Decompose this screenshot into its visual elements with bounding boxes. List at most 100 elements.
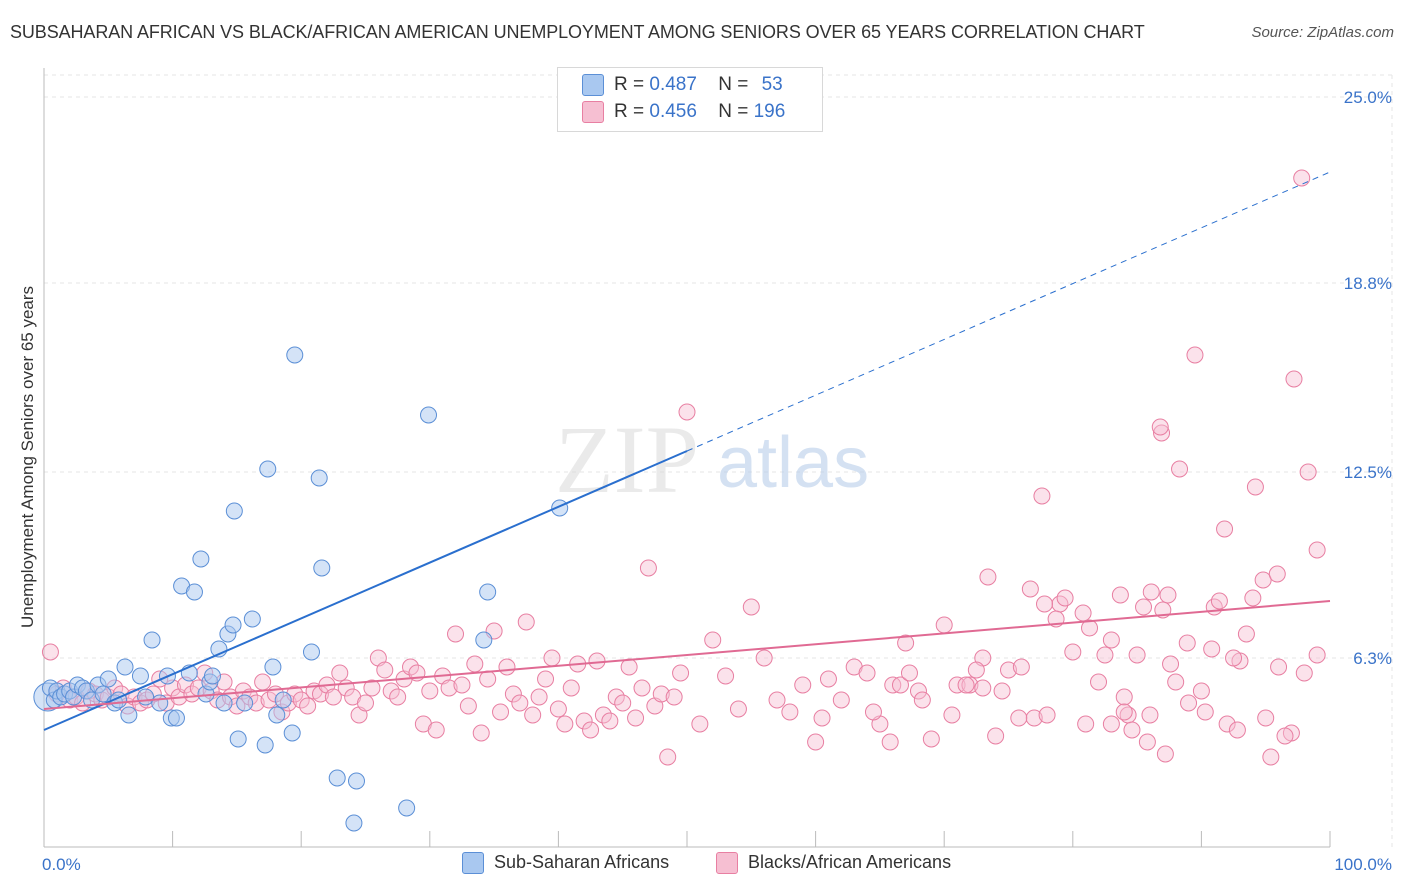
bottom-legend-label-blacks: Blacks/African Americans	[748, 852, 952, 872]
data-point-blacks	[1203, 640, 1221, 658]
data-point-blacks	[1180, 694, 1198, 712]
data-point-blacks	[607, 688, 625, 706]
data-point-blacks	[363, 679, 381, 697]
data-point-blacks	[1102, 631, 1120, 649]
data-point-blacks	[665, 688, 683, 706]
data-point-blacks	[1237, 625, 1255, 643]
data-point-blacks	[389, 688, 407, 706]
data-point-blacks	[913, 691, 931, 709]
data-point-blacks	[1295, 664, 1313, 682]
data-point-subsaharan	[302, 643, 320, 661]
data-point-blacks	[1064, 643, 1082, 661]
data-point-blacks	[1036, 595, 1054, 613]
data-point-blacks	[562, 679, 580, 697]
watermark-atlas: atlas	[717, 423, 869, 503]
data-point-blacks	[742, 598, 760, 616]
data-point-blacks	[943, 706, 961, 724]
data-point-blacks	[781, 703, 799, 721]
data-point-subsaharan	[131, 667, 149, 685]
data-point-blacks	[881, 733, 899, 751]
data-point-blacks	[1135, 598, 1153, 616]
data-point-blacks	[1096, 646, 1114, 664]
data-point-blacks	[601, 712, 619, 730]
data-point-blacks	[1308, 541, 1326, 559]
y-axis-label: Unemployment Among Seniors over 65 years	[18, 285, 37, 629]
data-point-blacks	[1196, 703, 1214, 721]
data-point-blacks	[1038, 706, 1056, 724]
source-label: Source: ZipAtlas.com	[1251, 24, 1394, 41]
data-point-blacks	[1115, 703, 1133, 721]
legend-r-value: 0.487	[649, 74, 697, 96]
data-point-blacks	[498, 658, 516, 676]
trend-line-subsaharan-extension	[686, 171, 1331, 452]
legend-row-blacks: R = 0.456 N = 196	[582, 101, 785, 125]
data-point-blacks	[466, 655, 484, 673]
trend-line-blacks	[43, 600, 1331, 710]
legend-swatch-blue	[582, 74, 604, 96]
y-tick-label: 18.8%	[1344, 274, 1392, 293]
x-tick-label: 100.0%	[1334, 855, 1392, 874]
data-point-blacks	[633, 679, 651, 697]
data-point-subsaharan	[420, 406, 438, 424]
data-point-blacks	[620, 658, 638, 676]
data-point-blacks	[1081, 619, 1099, 637]
data-point-subsaharan	[224, 616, 242, 634]
legend-r-value: 0.456	[649, 101, 697, 123]
data-point-blacks	[331, 664, 349, 682]
data-point-blacks	[614, 694, 632, 712]
data-point-blacks	[967, 661, 985, 679]
data-point-blacks	[768, 691, 786, 709]
data-point-blacks	[530, 688, 548, 706]
data-point-blacks	[1210, 592, 1228, 610]
data-point-blacks	[1123, 721, 1141, 739]
data-point-blacks	[357, 694, 374, 712]
bottom-legend-swatch-blue	[462, 852, 484, 875]
data-point-blacks	[1228, 721, 1246, 739]
data-point-blacks	[1293, 169, 1311, 187]
data-point-blacks	[897, 634, 915, 652]
data-point-blacks	[1153, 424, 1171, 442]
data-point-blacks	[453, 676, 471, 694]
data-point-blacks	[421, 682, 439, 700]
data-point-subsaharan	[286, 346, 304, 364]
data-point-blacks	[447, 625, 465, 643]
data-point-subsaharan	[229, 730, 247, 748]
data-point-subsaharan	[475, 631, 493, 649]
data-point-blacks	[440, 679, 458, 697]
data-point-blacks	[691, 715, 709, 733]
y-tick-label: 25.0%	[1344, 88, 1392, 107]
legend-n-value: 196	[753, 101, 786, 123]
data-point-blacks	[1225, 649, 1243, 667]
data-point-blacks	[1025, 709, 1043, 727]
data-point-blacks	[472, 724, 490, 742]
legend-swatch-pink	[582, 101, 604, 123]
data-point-blacks	[1167, 673, 1185, 691]
series-subsaharan-points	[33, 346, 569, 832]
data-point-blacks	[254, 673, 272, 691]
data-point-blacks	[459, 697, 477, 715]
data-point-subsaharan	[328, 769, 346, 787]
data-point-blacks	[299, 697, 317, 715]
data-point-blacks	[1033, 487, 1051, 505]
legend-n-label: N =	[718, 101, 749, 123]
data-point-blacks	[1270, 658, 1288, 676]
data-point-blacks	[672, 664, 690, 682]
data-point-subsaharan	[479, 583, 497, 601]
data-point-blacks	[1178, 634, 1196, 652]
data-point-subsaharan	[256, 736, 274, 754]
data-point-blacks	[543, 649, 561, 667]
data-point-blacks	[807, 733, 825, 751]
data-point-blacks	[427, 721, 445, 739]
bottom-legend-blacks: Blacks/African Americans	[716, 852, 952, 875]
data-point-subsaharan	[99, 670, 117, 688]
data-point-blacks	[556, 715, 574, 733]
data-point-subsaharan	[225, 502, 243, 520]
data-point-blacks	[1138, 733, 1156, 751]
data-point-blacks	[1171, 460, 1189, 478]
data-point-blacks	[678, 403, 696, 421]
data-point-blacks	[1186, 346, 1204, 364]
data-point-blacks	[948, 676, 966, 694]
data-point-blacks	[974, 679, 992, 697]
data-point-subsaharan	[151, 694, 169, 712]
